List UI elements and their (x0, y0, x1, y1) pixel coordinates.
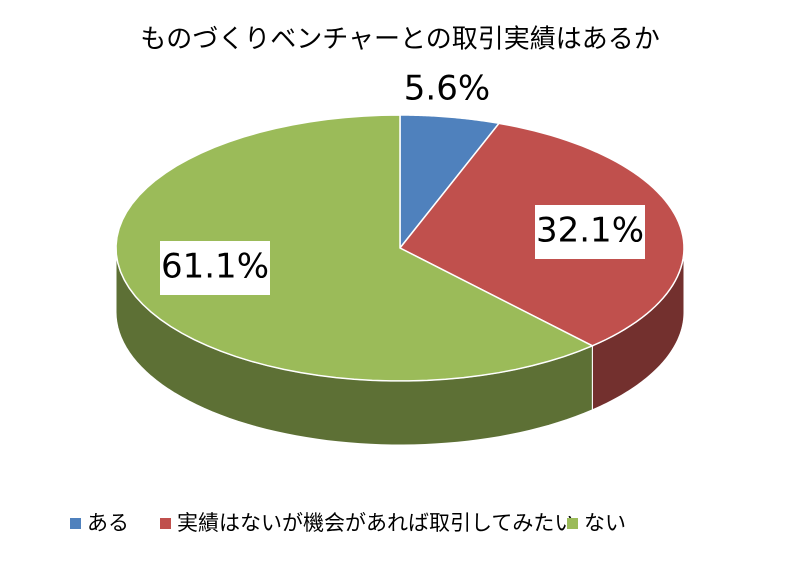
value-label: 32.1% (536, 211, 644, 251)
label-box (160, 241, 270, 295)
legend-label: ある (87, 511, 129, 535)
label-box (535, 205, 645, 259)
value-label: 61.1% (161, 247, 269, 287)
legend-swatch (567, 518, 578, 529)
legend-label: ない (584, 511, 626, 535)
value-label: 5.6% (404, 69, 490, 109)
legend-swatch (160, 518, 171, 529)
slice (115, 114, 595, 382)
legend-label: 実績はないが機会があれば取引してみたい (177, 511, 575, 535)
legend-swatch (70, 518, 81, 529)
slice (399, 114, 501, 251)
chart-title: ものづくりベンチャーとの取引実績はあるか (140, 25, 659, 55)
